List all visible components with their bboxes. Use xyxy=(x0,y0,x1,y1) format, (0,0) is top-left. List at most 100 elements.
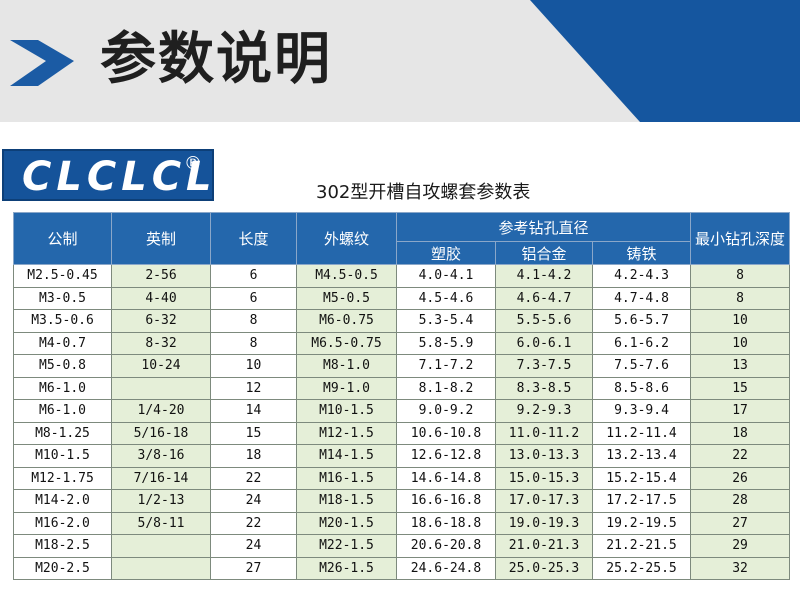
cell-min-depth: 15 xyxy=(690,376,791,400)
cell-cast-iron: 21.2-21.5 xyxy=(591,534,692,558)
col-header-cast-iron: 铸铁 xyxy=(591,241,692,265)
cell-min-depth: 18 xyxy=(690,421,791,445)
cell-plastic: 18.6-18.8 xyxy=(396,511,496,535)
cell-plastic: 7.1-7.2 xyxy=(396,354,496,378)
cell-cast-iron: 5.6-5.7 xyxy=(591,309,692,333)
cell-aluminum: 11.0-11.2 xyxy=(495,421,593,445)
table-row: M4-0.7 8-32 8 M6.5-0.75 5.8-5.9 6.0-6.1 6.1-6.… xyxy=(13,331,791,355)
cell-imperial: 1/2-13 xyxy=(111,489,211,513)
cell-metric: M5-0.8 xyxy=(13,354,112,378)
cell-cast-iron: 17.2-17.5 xyxy=(591,489,692,513)
cell-min-depth: 8 xyxy=(690,264,791,288)
cell-cast-iron: 6.1-6.2 xyxy=(591,331,692,355)
col-header-length: 长度 xyxy=(210,212,297,265)
cell-plastic: 16.6-16.8 xyxy=(396,489,496,513)
cell-cast-iron: 19.2-19.5 xyxy=(591,511,692,535)
cell-imperial: 1/4-20 xyxy=(111,399,211,423)
cell-imperial: 5/16-18 xyxy=(111,421,211,445)
cell-plastic: 9.0-9.2 xyxy=(396,399,496,423)
cell-length: 10 xyxy=(210,354,297,378)
cell-imperial: 7/16-14 xyxy=(111,466,211,490)
table-row: M14-2.0 1/2-13 24 M18-1.5 16.6-16.8 17.0-17.3… xyxy=(13,489,791,513)
cell-length: 24 xyxy=(210,489,297,513)
cell-aluminum: 6.0-6.1 xyxy=(495,331,593,355)
cell-imperial: 3/8-16 xyxy=(111,444,211,468)
page-title: 参数说明 xyxy=(100,27,332,92)
registered-mark: ® xyxy=(184,153,202,174)
cell-metric: M4-0.7 xyxy=(13,331,112,355)
cell-outer-thread: M12-1.5 xyxy=(296,421,397,445)
cell-cast-iron: 13.2-13.4 xyxy=(591,444,692,468)
cell-outer-thread: M14-1.5 xyxy=(296,444,397,468)
cell-cast-iron: 9.3-9.4 xyxy=(591,399,692,423)
cell-aluminum: 4.6-4.7 xyxy=(495,286,593,310)
cell-length: 8 xyxy=(210,309,297,333)
cell-metric: M6-1.0 xyxy=(13,399,112,423)
table-row: M10-1.5 3/8-16 18 M14-1.5 12.6-12.8 13.0-13.3… xyxy=(13,444,791,468)
cell-length: 27 xyxy=(210,556,297,580)
cell-min-depth: 32 xyxy=(690,556,791,580)
cell-plastic: 14.6-14.8 xyxy=(396,466,496,490)
cell-min-depth: 22 xyxy=(690,444,791,468)
cell-length: 22 xyxy=(210,466,297,490)
cell-cast-iron: 15.2-15.4 xyxy=(591,466,692,490)
cell-length: 8 xyxy=(210,331,297,355)
cell-length: 6 xyxy=(210,286,297,310)
header-banner: 参数说明 xyxy=(0,0,800,122)
cell-imperial: 5/8-11 xyxy=(111,511,211,535)
cell-plastic: 20.6-20.8 xyxy=(396,534,496,558)
parameter-table: 公制 英制 长度 外螺纹 参考钻孔直径 最小钻孔深度 塑胶 铝合金 铸铁 M2.… xyxy=(13,212,791,580)
cell-cast-iron: 4.7-4.8 xyxy=(591,286,692,310)
table-row: M3.5-0.6 6-32 8 M6-0.75 5.3-5.4 5.5-5.6 5.6-5.… xyxy=(13,309,791,333)
cell-outer-thread: M6.5-0.75 xyxy=(296,331,397,355)
cell-length: 15 xyxy=(210,421,297,445)
cell-outer-thread: M9-1.0 xyxy=(296,376,397,400)
cell-metric: M8-1.25 xyxy=(13,421,112,445)
cell-metric: M18-2.5 xyxy=(13,534,112,558)
cell-min-depth: 10 xyxy=(690,331,791,355)
table-row: M5-0.8 10-24 10 M8-1.0 7.1-7.2 7.3-7.5 7.5-7.6… xyxy=(13,354,791,378)
cell-min-depth: 13 xyxy=(690,354,791,378)
cell-length: 24 xyxy=(210,534,297,558)
cell-imperial xyxy=(111,556,211,580)
cell-aluminum: 7.3-7.5 xyxy=(495,354,593,378)
cell-imperial: 4-40 xyxy=(111,286,211,310)
cell-cast-iron: 7.5-7.6 xyxy=(591,354,692,378)
col-header-aluminum: 铝合金 xyxy=(495,241,593,265)
cell-imperial: 2-56 xyxy=(111,264,211,288)
cell-aluminum: 8.3-8.5 xyxy=(495,376,593,400)
cell-metric: M6-1.0 xyxy=(13,376,112,400)
cell-aluminum: 21.0-21.3 xyxy=(495,534,593,558)
cell-imperial: 8-32 xyxy=(111,331,211,355)
cell-cast-iron: 4.2-4.3 xyxy=(591,264,692,288)
cell-length: 6 xyxy=(210,264,297,288)
cell-length: 18 xyxy=(210,444,297,468)
cell-imperial: 10-24 xyxy=(111,354,211,378)
cell-metric: M12-1.75 xyxy=(13,466,112,490)
cell-length: 14 xyxy=(210,399,297,423)
table-row: M3-0.5 4-40 6 M5-0.5 4.5-4.6 4.6-4.7 4.7-4.8 8 xyxy=(13,286,791,310)
cell-outer-thread: M18-1.5 xyxy=(296,489,397,513)
cell-metric: M20-2.5 xyxy=(13,556,112,580)
col-header-metric: 公制 xyxy=(13,212,112,265)
cell-plastic: 4.5-4.6 xyxy=(396,286,496,310)
cell-min-depth: 8 xyxy=(690,286,791,310)
table-row: M12-1.75 7/16-14 22 M16-1.5 14.6-14.8 15.0-15… xyxy=(13,466,791,490)
cell-metric: M3-0.5 xyxy=(13,286,112,310)
table-row: M8-1.25 5/16-18 15 M12-1.5 10.6-10.8 11.0-11.… xyxy=(13,421,791,445)
cell-plastic: 5.3-5.4 xyxy=(396,309,496,333)
cell-length: 22 xyxy=(210,511,297,535)
cell-aluminum: 25.0-25.3 xyxy=(495,556,593,580)
banner-graphics xyxy=(10,0,800,122)
cell-plastic: 4.0-4.1 xyxy=(396,264,496,288)
col-header-outer-thread: 外螺纹 xyxy=(296,212,397,265)
cell-plastic: 5.8-5.9 xyxy=(396,331,496,355)
cell-aluminum: 5.5-5.6 xyxy=(495,309,593,333)
cell-min-depth: 26 xyxy=(690,466,791,490)
logo-text: CLCLCL xyxy=(22,154,217,200)
chevron-right-icon xyxy=(10,40,74,86)
cell-outer-thread: M6-0.75 xyxy=(296,309,397,333)
cell-aluminum: 9.2-9.3 xyxy=(495,399,593,423)
cell-outer-thread: M16-1.5 xyxy=(296,466,397,490)
cell-outer-thread: M10-1.5 xyxy=(296,399,397,423)
